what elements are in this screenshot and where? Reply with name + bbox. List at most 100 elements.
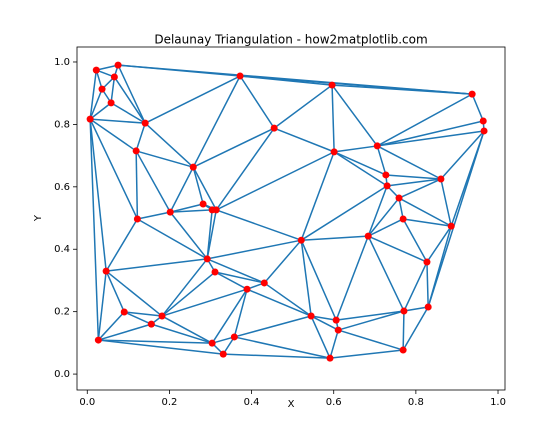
point (199, 200, 207, 208)
triangulation-edge (333, 151, 388, 187)
y-tick-label: 0.4 (54, 244, 70, 255)
point (480, 127, 488, 135)
triangulation-edge (170, 209, 213, 213)
point (208, 339, 216, 347)
triangulation-edge (105, 270, 125, 313)
triangulation-edge (376, 93, 473, 147)
triangulation-edge (334, 145, 378, 153)
triangulation-edge (89, 119, 107, 272)
triangulation-edge (367, 235, 405, 312)
triangulation-edge (300, 240, 312, 317)
triangulation-edge (89, 70, 98, 120)
point (94, 336, 102, 344)
triangulation-edge (402, 218, 428, 263)
triangulation-edge (113, 76, 146, 124)
point (211, 268, 219, 276)
point (133, 215, 141, 223)
triangulation-edge (403, 261, 428, 312)
triangulation-edge (206, 209, 213, 259)
triangulation-edge (398, 197, 404, 220)
triangulation-edge (387, 178, 442, 187)
triangulation-edge (471, 93, 484, 122)
triangulation-edge (135, 122, 146, 152)
triangulation-edge (273, 84, 333, 129)
triangulation-edge (367, 185, 388, 237)
triangulation-edge (207, 239, 302, 260)
x-axis-label: X (288, 399, 295, 410)
point (260, 279, 268, 287)
y-tick-label: 0.8 (54, 119, 70, 130)
triangulation-edge (403, 218, 452, 227)
triangulation-edge (367, 197, 400, 237)
point (447, 222, 455, 230)
triangulation-edge (300, 239, 337, 321)
point (132, 147, 140, 155)
point (479, 117, 487, 125)
triangulation-edge (234, 315, 312, 338)
point (189, 163, 197, 171)
x-tick-label: 1.0 (490, 397, 506, 408)
point (330, 148, 338, 156)
triangulation-edge (137, 211, 171, 220)
x-tick-label: 0.6 (326, 397, 342, 408)
triangulation-edge (89, 118, 137, 152)
triangulation-edge (97, 311, 125, 341)
point (219, 350, 227, 358)
triangulation-edge (310, 315, 339, 331)
axes-frame (76, 46, 506, 391)
triangulation-edge (377, 120, 484, 147)
x-tick-label: 0.2 (161, 397, 177, 408)
point (166, 208, 174, 216)
triangulation-edge (144, 122, 194, 168)
triangulation-edge (89, 88, 103, 120)
point (158, 312, 166, 320)
x-tick-label: 0.8 (408, 397, 424, 408)
point (334, 326, 342, 334)
point (332, 316, 340, 324)
triangulation-edge (215, 209, 302, 241)
point (107, 99, 115, 107)
triangulation-edge (367, 218, 404, 237)
point (307, 312, 315, 320)
triangulation-edge (273, 127, 335, 153)
triangulation-edge (338, 329, 404, 351)
x-tick-label: 0.4 (244, 397, 260, 408)
point (373, 142, 381, 150)
triangulation-edge (239, 75, 333, 86)
triangulation-edge (106, 258, 208, 272)
triangulation-edge (135, 150, 194, 168)
chart-title: Delaunay Triangulation - how2matplotlib.… (154, 33, 427, 47)
triangulation-edge (137, 218, 208, 260)
point (328, 81, 336, 89)
triangulation-edge (192, 166, 217, 211)
triangulation-edge (402, 311, 405, 351)
triangulation-edge (110, 102, 146, 124)
triangulation-edge (402, 306, 429, 351)
point (120, 308, 128, 316)
triangulation-edge (301, 235, 369, 241)
triangulation-edge (98, 339, 213, 344)
point (236, 72, 244, 80)
point (243, 285, 251, 293)
triangulation-edge (233, 288, 248, 338)
triangulation-edge (426, 225, 452, 263)
triangulation-edge (89, 102, 112, 120)
point (212, 206, 220, 214)
triangulation-edge (335, 235, 369, 321)
triangulation-edge (338, 310, 405, 331)
point (364, 232, 372, 240)
point (147, 320, 155, 328)
point (424, 303, 432, 311)
triangulation-edge (161, 271, 216, 317)
point (270, 124, 278, 132)
triangulation-edge (329, 329, 339, 359)
triangulation-edge (118, 64, 473, 95)
triangulation-edge (426, 262, 429, 308)
point (399, 346, 407, 354)
point (468, 90, 476, 98)
triangulation-edge (161, 315, 213, 344)
point (203, 255, 211, 263)
triangulation-edge (206, 258, 265, 284)
y-axis-label: Y (33, 214, 44, 222)
